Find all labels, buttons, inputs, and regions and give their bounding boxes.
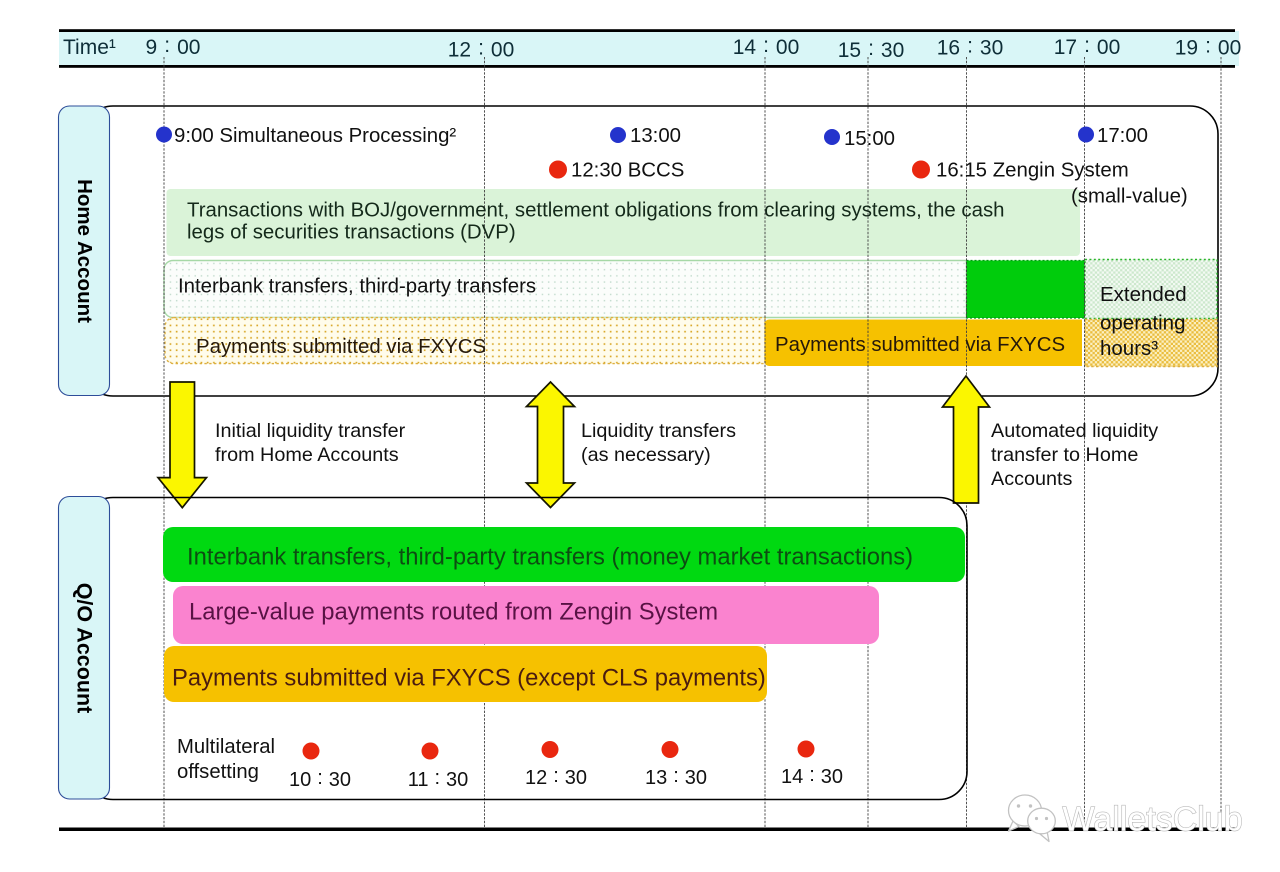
svg-text:17:00: 17:00 <box>1097 125 1148 147</box>
svg-text:Accounts: Accounts <box>991 468 1072 490</box>
svg-text:14:30: 14:30 <box>781 764 843 788</box>
svg-text:Payments submitted via FXYCS: Payments submitted via FXYCS <box>196 336 486 358</box>
svg-text:Transactions with BOJ/governme: Transactions with BOJ/government, settle… <box>187 200 1005 222</box>
svg-text:12:00: 12:00 <box>448 37 515 62</box>
svg-text:transfer to Home: transfer to Home <box>991 444 1138 466</box>
svg-text:9:00 Simultaneous Processing²: 9:00 Simultaneous Processing² <box>174 125 456 147</box>
svg-text:Automated liquidity: Automated liquidity <box>991 420 1158 442</box>
svg-text:Time¹: Time¹ <box>63 36 116 59</box>
svg-text:15:30: 15:30 <box>838 37 905 62</box>
svg-text:Extended: Extended <box>1100 283 1187 306</box>
svg-text:13:00: 13:00 <box>630 125 681 147</box>
svg-text:15:00: 15:00 <box>844 128 895 150</box>
svg-text:Payments submitted via FXYCS (: Payments submitted via FXYCS (except CLS… <box>172 665 766 692</box>
svg-text:(small-value): (small-value) <box>1071 186 1188 208</box>
svg-text:10:30: 10:30 <box>289 767 351 791</box>
svg-text:17:00: 17:00 <box>1054 34 1121 59</box>
svg-text:Payments submitted via FXYCS: Payments submitted via FXYCS <box>775 334 1065 356</box>
svg-text:12:30 BCCS: 12:30 BCCS <box>571 160 684 182</box>
svg-text:WalletsClub: WalletsClub <box>1063 801 1243 839</box>
svg-text:hours³: hours³ <box>1100 337 1158 360</box>
svg-text:14:00: 14:00 <box>733 34 800 59</box>
svg-text:legs of securities transaction: legs of securities transactions (DVP) <box>187 222 516 244</box>
svg-text:19:00: 19:00 <box>1175 35 1242 60</box>
svg-text:13:30: 13:30 <box>645 765 707 789</box>
svg-text:(as necessary): (as necessary) <box>581 444 711 466</box>
svg-text:Q/O Account: Q/O Account <box>73 583 97 714</box>
svg-text:Multilateral: Multilateral <box>177 736 275 758</box>
svg-text:operating: operating <box>1100 312 1185 335</box>
svg-text:Liquidity transfers: Liquidity transfers <box>581 420 736 442</box>
svg-text:from Home Accounts: from Home Accounts <box>215 444 399 466</box>
svg-text:Interbank transfers, third-par: Interbank transfers, third-party transfe… <box>178 276 536 298</box>
svg-text:16:15 Zengin System: 16:15 Zengin System <box>936 160 1129 182</box>
svg-text:Home Account: Home Account <box>73 179 96 323</box>
svg-text:offsetting: offsetting <box>177 761 259 783</box>
svg-text:Initial liquidity transfer: Initial liquidity transfer <box>215 420 406 442</box>
svg-text:11:30: 11:30 <box>408 767 469 791</box>
svg-text:16:30: 16:30 <box>937 35 1004 60</box>
svg-text:12:30: 12:30 <box>525 765 587 789</box>
svg-text:Interbank transfers, third-par: Interbank transfers, third-party transfe… <box>187 544 913 571</box>
svg-text:Large-value payments routed fr: Large-value payments routed from Zengin … <box>189 599 718 626</box>
